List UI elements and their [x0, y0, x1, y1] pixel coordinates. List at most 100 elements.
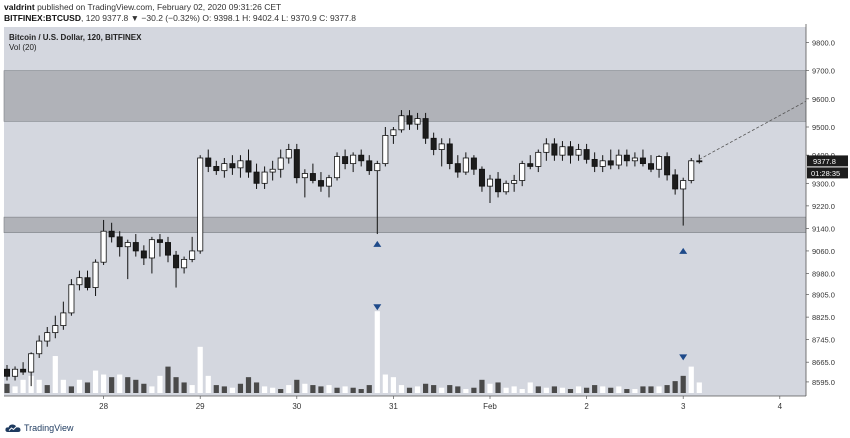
arrow-down-icon	[679, 354, 688, 361]
candle-bull	[36, 340, 43, 355]
candle-bear	[20, 368, 27, 373]
arrow-up-icon	[373, 240, 382, 247]
candle-bull	[575, 149, 582, 156]
candle-bear	[108, 230, 115, 238]
y-tick-label: 9060.0	[812, 247, 835, 256]
arrow-up-icon	[679, 247, 688, 254]
candle-bull	[543, 143, 550, 153]
y-tick-label: 8595.0	[812, 378, 835, 387]
y-tick-label: 8980.0	[812, 269, 835, 278]
candle-bull	[503, 182, 510, 193]
candle-bull	[350, 154, 357, 165]
volume-bar	[455, 386, 461, 393]
candle-bear	[527, 163, 534, 167]
candle-bear	[478, 168, 485, 187]
candle-bull	[462, 157, 469, 173]
candle-bear	[470, 157, 477, 170]
candle-bull	[237, 160, 244, 169]
volume-bar	[286, 385, 292, 393]
y-tick-label: 9500.0	[812, 123, 835, 132]
candle-bull	[438, 143, 445, 150]
volume-bar	[567, 389, 574, 393]
candle-bear	[173, 254, 180, 269]
candle-bear	[591, 158, 598, 167]
volume-bar	[511, 386, 517, 393]
candle-bull	[325, 177, 332, 187]
candle-bear	[205, 157, 212, 167]
volume-bar	[92, 370, 99, 393]
candle-bull	[92, 261, 99, 288]
candle-bull	[656, 156, 663, 170]
volume-bar	[326, 385, 332, 393]
volume-bar	[181, 382, 187, 393]
volume-bar	[76, 379, 83, 393]
candle-bull	[535, 151, 542, 167]
symbol-label: BITFINEX:BTCUSD	[4, 13, 81, 23]
candle-bear	[4, 368, 10, 377]
candle-bear	[140, 250, 147, 259]
volume-bar	[294, 379, 300, 393]
volume-bar	[495, 382, 501, 393]
volume-bar	[616, 386, 622, 393]
y-tick-label: 9800.0	[812, 38, 835, 47]
volume-bar	[374, 311, 380, 393]
volume-bar	[543, 387, 549, 393]
volume-bar	[632, 389, 638, 393]
candle-bull	[382, 135, 389, 165]
tradingview-logo[interactable]: TradingView	[5, 423, 74, 433]
candle-bull	[615, 154, 622, 166]
candle-bear	[132, 242, 139, 252]
candle-bear	[358, 154, 365, 162]
candle-bull	[374, 163, 381, 172]
volume-bar	[608, 387, 614, 393]
volume-bar	[213, 385, 219, 393]
chart-area[interactable]: 2/9800.09700.09600.09500.09400.09300.092…	[0, 24, 850, 420]
volume-bar	[423, 383, 429, 393]
volume-bar	[439, 387, 445, 393]
candle-bear	[422, 118, 429, 139]
candle-bear	[430, 137, 437, 150]
volume-bar	[318, 386, 324, 393]
candle-bear	[116, 236, 123, 248]
candle-bear	[446, 143, 453, 165]
candle-bull	[390, 129, 397, 136]
candle-bull	[680, 180, 687, 190]
y-tick-label: 9700.0	[812, 67, 835, 76]
volume-bar	[173, 377, 179, 393]
x-tick-label: 3	[681, 402, 686, 411]
candle-bull	[221, 163, 228, 172]
candle-bull	[277, 157, 284, 170]
candle-bear	[648, 163, 655, 170]
volume-bar	[382, 374, 388, 393]
y-tick-label: 9300.0	[812, 179, 835, 188]
candle-bull	[60, 312, 67, 326]
volume-bar	[471, 387, 477, 393]
author-name[interactable]: valdrint	[4, 2, 35, 12]
candle-bull	[559, 146, 566, 156]
volume-bar	[342, 386, 348, 393]
volume-indicator-label[interactable]: Vol (20)	[9, 43, 37, 52]
volume-bar	[125, 377, 131, 393]
volume-bar	[358, 389, 364, 393]
candle-bull	[28, 353, 35, 373]
candle-bear	[567, 146, 574, 156]
series-title: Bitcoin / U.S. Dollar, 120, BITFINEX	[9, 33, 142, 42]
volume-bar	[350, 387, 356, 393]
candle-bull	[189, 250, 196, 260]
candle-bull	[197, 157, 204, 252]
volume-bar	[680, 375, 686, 393]
volume-bar	[109, 377, 115, 393]
candle-bear	[495, 178, 502, 193]
volume-bar	[36, 379, 42, 393]
candlestick-chart[interactable]: 2/9800.09700.09600.09500.09400.09300.092…	[0, 24, 850, 420]
chart-legend: Bitcoin / U.S. Dollar, 120, BITFINEX Vol…	[9, 33, 141, 53]
candle-bear	[664, 156, 671, 176]
volume-bar	[197, 346, 203, 393]
candle-bear	[454, 163, 461, 173]
ticker-line: BITFINEX:BTCUSD, 120 9377.8 ▼ −30.2 (−0.…	[4, 13, 356, 23]
y-tick-label: 9140.0	[812, 224, 835, 233]
volume-bar	[270, 387, 276, 393]
volume-bar	[664, 385, 670, 393]
volume-bar	[84, 382, 91, 393]
volume-bar	[479, 379, 485, 393]
